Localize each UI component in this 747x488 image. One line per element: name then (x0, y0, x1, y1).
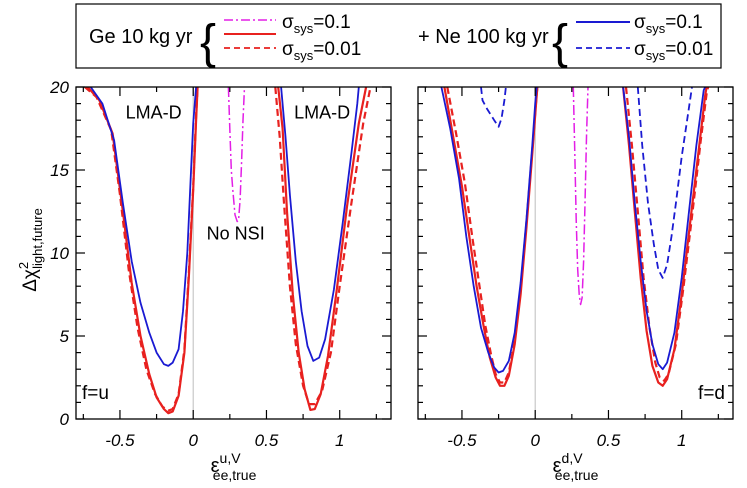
y-tick-label: 5 (60, 327, 70, 346)
x-tick-label: -0.5 (447, 431, 477, 450)
series-ne-sigma-01-solid-seg1 (622, 87, 707, 371)
sigma-high-value: =0.1 (665, 12, 703, 33)
series-ge-sigma-01-solid-seg1 (622, 87, 708, 387)
panel-f-d: -0.5 0 0.5 1 f=d εd,V ee,true (417, 86, 734, 483)
panel-f-u-series (84, 87, 372, 419)
sigma-low-value: =0.01 (313, 39, 361, 60)
x-label-sup: d,V (562, 450, 584, 466)
x-tick-label: 1 (335, 431, 344, 450)
series-ge-sigma-01-solid-seg0 (443, 87, 539, 387)
y-tick-label: 20 (49, 78, 69, 97)
series-nonsi-sigma-01-dashdot-seg0 (572, 87, 589, 306)
y-axis-label-sub: light,future (30, 208, 45, 269)
legend-box (75, 3, 722, 69)
x-tick-label: 0 (188, 431, 198, 450)
panel-f-d-series (440, 87, 710, 419)
sigma-sub: sys (294, 48, 314, 63)
legend-ge-label: Ge 10 kg yr (89, 26, 193, 48)
legend-ne-low-text: σsys=0.01 (634, 39, 713, 63)
panel-f-u-tag: f=u (82, 383, 109, 404)
series-ge-sigma-001-dashed-seg1 (624, 87, 710, 382)
series-ge-sigma-001-dashed-seg1 (274, 87, 372, 406)
y-axis-label-text: Δχ2light,future (16, 208, 45, 292)
series-ne-sigma-001-dashed-seg1 (636, 87, 693, 279)
y-tick-label: 15 (50, 161, 69, 180)
panel-f-u-annotation-lma-left: LMA-D (126, 103, 182, 123)
series-ge-sigma-001-dashed-seg0 (84, 87, 199, 412)
y-axis-label-sup: 2 (16, 262, 31, 269)
panel-f-u-annotation-no-nsi: No NSI (207, 224, 265, 244)
x-tick-label: -0.5 (105, 431, 135, 450)
panel-f-d-frame (417, 86, 734, 420)
sigma-symbol: σ (282, 12, 294, 33)
legend-ge-low-text: σsys=0.01 (282, 39, 361, 63)
sigma-sub: sys (646, 48, 666, 63)
y-tick-label: 0 (60, 410, 70, 429)
panel-f-u-annotation-lma-right: LMA-D (294, 103, 350, 123)
series-ne-sigma-001-dashed-seg0 (480, 87, 507, 128)
x-label-sub: ee,true (213, 467, 257, 483)
sigma-sub: sys (294, 21, 314, 36)
x-label-sup: u,V (220, 450, 242, 466)
legend-ge-brace: { (200, 16, 216, 69)
legend-ne-label: + Ne 100 kg yr (418, 26, 549, 48)
series-ge-sigma-01-solid-seg0 (86, 87, 199, 415)
x-label-sub: ee,true (555, 467, 599, 483)
sigma-symbol: σ (282, 39, 294, 60)
sigma-sub: sys (646, 21, 666, 36)
series-ne-sigma-01-solid-seg0 (440, 87, 538, 374)
legend-ne-high-text: σsys=0.1 (634, 12, 703, 36)
panel-f-d-tag: f=d (698, 383, 725, 404)
y-axis-label-main: Δχ (20, 269, 41, 292)
x-label-main: ε (553, 455, 562, 477)
legend: Ge 10 kg yr { σsys=0.1 σsys=0.01 + Ne 10… (75, 3, 722, 69)
x-label-main: ε (211, 455, 220, 477)
x-tick-label: 1 (677, 431, 686, 450)
panel-f-d-ticks: -0.5 0 0.5 1 (418, 86, 733, 450)
x-tick-label: 0 (530, 431, 540, 450)
y-tick-label: 10 (50, 244, 69, 263)
series-ge-sigma-01-solid-seg1 (277, 87, 368, 411)
sigma-symbol: σ (634, 39, 646, 60)
x-tick-label: 0.5 (255, 431, 279, 450)
sigma-low-value: =0.01 (665, 39, 713, 60)
y-axis-label: Δχ2light,future (16, 208, 45, 292)
panel-f-u-frame (75, 86, 392, 420)
sigma-high-value: =0.1 (313, 12, 351, 33)
panel-f-d-x-axis-label: εd,V ee,true (553, 450, 599, 483)
x-tick-label: 0.5 (597, 431, 621, 450)
legend-ne-brace: { (552, 16, 568, 69)
series-ne-sigma-01-solid-seg0 (89, 87, 197, 367)
panel-f-u-x-axis-label: εu,V ee,true (211, 450, 257, 483)
legend-ge-high-text: σsys=0.1 (282, 12, 351, 36)
series-ge-sigma-001-dashed-seg0 (446, 87, 539, 384)
series-ne-sigma-01-solid-seg1 (280, 87, 360, 362)
series-nonsi-sigma-01-dashdot-seg0 (227, 87, 246, 223)
sigma-symbol: σ (634, 12, 646, 33)
